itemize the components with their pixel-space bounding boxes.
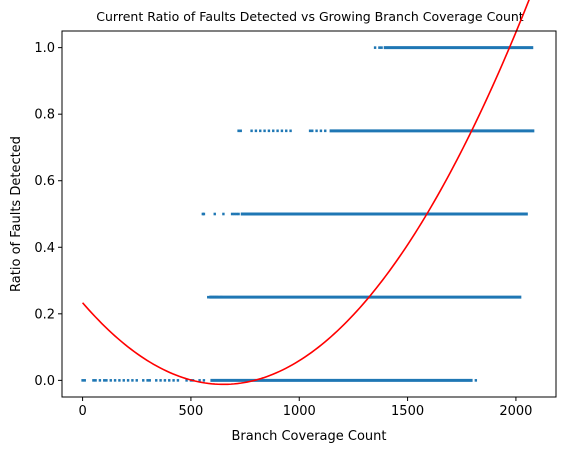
scatter-point	[319, 129, 323, 133]
scatter-point	[276, 129, 279, 133]
x-axis-label: Branch Coverage Count	[231, 429, 386, 444]
scatter-point	[142, 379, 145, 382]
scatter-point	[308, 129, 312, 133]
fit-curve	[81, 0, 530, 386]
y-tick-label: 0.6	[34, 174, 55, 189]
x-tick-label: 0	[78, 404, 86, 419]
y-tick-label: 0.2	[34, 307, 55, 322]
scatter-point	[324, 129, 327, 133]
x-tick-label: 1000	[283, 404, 316, 419]
scatter-point	[230, 212, 234, 216]
scatter-point	[215, 295, 219, 299]
scatter-point	[250, 129, 253, 133]
scatter-point	[267, 129, 271, 133]
plot-area	[81, 0, 535, 386]
chart-title: Current Ratio of Faults Detected vs Grow…	[96, 9, 524, 24]
scatter-point	[289, 129, 292, 133]
scatter-point	[83, 379, 86, 382]
scatter-point	[155, 379, 158, 382]
scatter-point	[378, 46, 381, 49]
scatter-point	[272, 129, 275, 133]
scatter-point	[159, 379, 162, 382]
scatter-point	[315, 129, 318, 133]
scatter-point	[94, 379, 97, 382]
scatter-row-1	[207, 295, 522, 299]
scatter-point	[98, 379, 102, 382]
scatter-point	[92, 379, 95, 382]
x-tick-label: 1500	[391, 404, 424, 419]
y-tick-label: 1.0	[34, 41, 55, 56]
scatter-point	[202, 212, 206, 216]
scatter-point	[237, 212, 240, 216]
scatter-point	[148, 379, 151, 382]
scatter-row-0	[81, 378, 478, 382]
scatter-point	[135, 379, 138, 382]
scatter-point	[113, 379, 117, 382]
y-tick-label: 0.4	[34, 241, 55, 256]
scatter-point	[233, 212, 236, 216]
scatter-point	[311, 129, 314, 133]
scatter-point	[209, 295, 212, 299]
scatter-point	[373, 46, 377, 49]
scatter-point	[126, 379, 130, 382]
scatter-point	[118, 379, 121, 382]
scatter-point	[105, 379, 108, 382]
scatter-point	[172, 379, 175, 382]
scatter-row-3	[237, 129, 535, 133]
scatter-point	[211, 295, 214, 299]
scatter-row-4	[373, 46, 534, 50]
x-tick-label: 500	[179, 404, 204, 419]
scatter-row-2	[201, 212, 528, 216]
scatter-point	[263, 129, 266, 133]
scatter-point	[380, 46, 383, 49]
scatter-point	[259, 129, 262, 133]
scatter-point	[474, 379, 478, 382]
y-tick-label: 0.8	[34, 108, 55, 123]
y-axis-label: Ratio of Faults Detected	[9, 136, 24, 292]
x-axis: 0 500 1000 1500 2000	[78, 397, 532, 419]
plot-frame	[61, 30, 557, 398]
scatter-point	[163, 379, 167, 382]
scatter-point	[202, 379, 206, 382]
scatter-point	[280, 129, 284, 133]
y-axis: 0.0 0.2 0.4 0.6 0.8 1.0	[34, 41, 62, 389]
scatter-point	[207, 295, 210, 299]
scatter-point	[213, 212, 216, 216]
scatter-point	[220, 295, 223, 299]
scatter-point	[131, 379, 134, 382]
scatter-point	[239, 129, 242, 133]
scatter-point	[109, 379, 112, 382]
x-tick-label: 2000	[499, 404, 532, 419]
scatter-point	[237, 129, 240, 133]
scatter-point	[176, 379, 180, 382]
scatter-point	[185, 379, 188, 382]
scatter-point	[198, 379, 201, 382]
scatter-point	[285, 129, 288, 133]
y-tick-label: 0.0	[34, 374, 55, 389]
scatter-point	[254, 129, 258, 133]
scatter-point	[146, 379, 149, 382]
scatter-point	[122, 379, 125, 382]
scatter-point	[103, 379, 106, 382]
scatter-point	[168, 379, 171, 382]
scatter-point	[235, 212, 238, 216]
scatter-point	[81, 379, 84, 382]
scatter-point	[222, 212, 225, 216]
scatter-point	[213, 295, 216, 299]
